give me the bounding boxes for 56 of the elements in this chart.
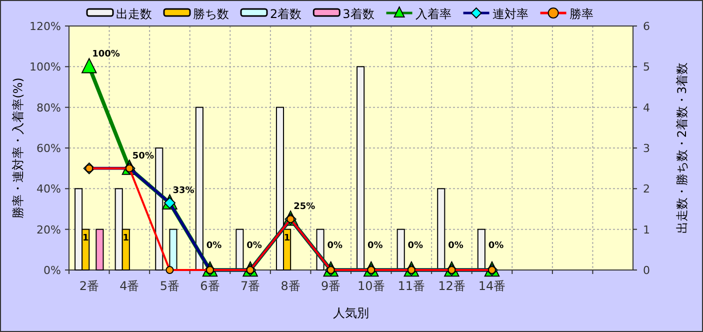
legend-label: 2着数 [270,7,302,21]
y2-tick-label: 5 [643,60,650,74]
y2-tick-label: 3 [643,142,650,155]
data-label: 50% [132,151,154,162]
bar [356,66,365,270]
y2-axis-title: 出走数・勝ち数・2着数・3着数 [675,62,689,234]
data-label: 33% [172,186,194,196]
x-tick-label: 6番 [200,279,220,293]
y-tick-label: 80% [36,101,61,114]
data-label: 100% [92,50,120,60]
point [166,266,174,274]
x-tick-label: 11番 [398,279,426,293]
data-label: 1 [82,233,89,244]
bar [477,228,486,270]
x-axis-title: 人気別 [333,306,369,320]
y2-tick-label: 4 [643,101,650,114]
x-tick-label: 8番 [280,279,300,293]
bar [396,228,405,270]
legend-label: 勝ち数 [193,7,229,21]
data-label: 25% [294,202,316,212]
legend-label: 勝率 [569,7,594,21]
x-tick-label: 14番 [478,279,506,293]
y2-tick-label: 1 [643,223,650,236]
x-tick-label: 9番 [321,279,341,293]
data-label: 0% [408,241,424,251]
point [82,58,97,74]
data-label: 0% [488,241,504,251]
y-tick-label: 60% [36,142,61,155]
x-tick-label: 12番 [438,279,466,293]
data-label: 1 [122,233,130,244]
data-label: 0% [368,241,383,251]
legend-label: 連対率 [492,7,528,21]
y2-tick-label: 6 [643,20,650,33]
x-tick-label: 7番 [240,279,260,293]
x-tick-label: 10番 [358,279,385,293]
legend-label: 出走数 [116,7,152,21]
x-tick-label: 2番 [79,279,99,293]
data-label: 0% [448,241,464,251]
x-tick-label: 4番 [120,279,140,293]
y-tick-label: 0% [44,264,61,277]
data-label: 0% [327,241,342,251]
y-axis-title: 勝率・連対率・入着率(%) [11,78,25,218]
y2-tick-label: 0 [643,264,650,277]
y-tick-label: 40% [36,182,61,196]
y-tick-label: 120% [30,20,61,33]
data-label: 0% [246,241,262,251]
legend-label: 入着率 [415,7,452,21]
x-tick-label: 5番 [160,279,180,293]
bar [437,188,446,270]
bar [236,228,244,270]
data-label: 1 [284,233,290,244]
legend-label: 3着数 [342,7,374,21]
y2-tick-label: 2 [643,182,650,196]
y-tick-label: 100% [30,60,61,74]
y-tick-label: 20% [36,223,61,236]
data-label: 0% [206,241,222,251]
